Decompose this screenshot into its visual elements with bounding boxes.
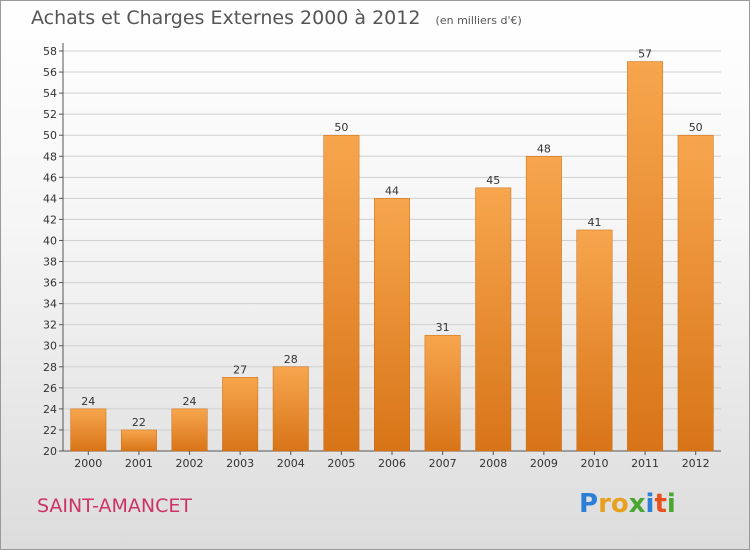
y-tick-label: 50	[43, 129, 57, 142]
x-tick-label-2001: 2001	[125, 457, 153, 470]
data-label-2005: 50	[334, 121, 348, 134]
logo-letter: r	[598, 489, 611, 519]
y-tick-label: 32	[43, 319, 57, 332]
x-tick-label-2000: 2000	[74, 457, 102, 470]
logo-letter: o	[610, 489, 629, 519]
x-tick-label-2011: 2011	[631, 457, 659, 470]
logo-letter: t	[654, 489, 667, 519]
y-tick-label: 30	[43, 340, 57, 353]
logo-letter: i	[666, 489, 676, 519]
x-tick-label-2008: 2008	[479, 457, 507, 470]
data-label-2001: 22	[132, 416, 146, 429]
y-tick-label: 48	[43, 150, 57, 163]
y-tick-label: 40	[43, 234, 57, 247]
bar-2003	[222, 377, 259, 452]
y-tick-label: 34	[43, 298, 57, 311]
y-tick-label: 38	[43, 256, 57, 269]
bar-layer: 24 22 24 27 28 50 44 31 45 48 41 57 50	[70, 48, 714, 452]
y-tick-label: 54	[43, 87, 57, 100]
bar-2005	[323, 134, 360, 452]
y-tick-label: 26	[43, 382, 57, 395]
bar-2007	[424, 334, 461, 452]
y-tick-label: 28	[43, 361, 57, 374]
y-tick-label: 44	[43, 192, 57, 205]
x-tick-label-2009: 2009	[530, 457, 558, 470]
bar-2002	[171, 408, 208, 452]
proxiti-logo: Proxiti	[579, 489, 676, 519]
logo-letter: i	[645, 489, 655, 519]
x-tick-label-2005: 2005	[327, 457, 355, 470]
x-tick-label-2010: 2010	[580, 457, 608, 470]
y-tick-label: 52	[43, 108, 57, 121]
data-label-2012: 50	[689, 121, 703, 134]
data-label-2006: 44	[385, 184, 399, 197]
data-label-2000: 24	[81, 395, 95, 408]
logo-letter: P	[579, 489, 599, 519]
y-tick-label: 36	[43, 277, 57, 290]
bar-2009	[525, 156, 562, 452]
y-tick-label: 20	[43, 445, 57, 458]
data-label-2007: 31	[436, 321, 450, 334]
commune-name: SAINT-AMANCET	[37, 495, 193, 517]
y-tick-label: 58	[43, 45, 57, 58]
data-label-2008: 45	[486, 174, 500, 187]
bar-2006	[374, 198, 410, 452]
data-label-2011: 57	[638, 48, 652, 61]
bar-2012	[677, 134, 714, 452]
data-label-2002: 24	[183, 395, 197, 408]
bar-2001	[120, 429, 157, 452]
y-tick-label: 56	[43, 66, 57, 79]
chart-subtitle: (en milliers d'€)	[435, 14, 522, 27]
y-tick-label: 42	[43, 213, 57, 226]
bar-2004	[272, 366, 309, 452]
y-tick-label: 22	[43, 424, 57, 437]
data-label-2010: 41	[587, 216, 601, 229]
x-tick-label-2012: 2012	[682, 457, 710, 470]
x-tick-label-2003: 2003	[226, 457, 254, 470]
y-tick-label: 24	[43, 403, 57, 416]
x-tick-label-2002: 2002	[176, 457, 204, 470]
x-tick-label-2004: 2004	[277, 457, 305, 470]
bar-2000	[70, 408, 107, 452]
bar-2011	[627, 61, 664, 452]
data-label-2004: 28	[284, 353, 298, 366]
x-tick-label-2006: 2006	[378, 457, 406, 470]
bar-2010	[576, 229, 613, 452]
y-tick-label: 46	[43, 171, 57, 184]
data-label-2003: 27	[233, 363, 247, 376]
x-tick-label-2007: 2007	[429, 457, 457, 470]
bar-2008	[475, 187, 512, 452]
logo-letter: x	[628, 489, 646, 519]
chart-title: Achats et Charges Externes 2000 à 2012	[31, 7, 421, 29]
data-label-2009: 48	[537, 142, 551, 155]
title-row: Achats et Charges Externes 2000 à 2012 (…	[31, 7, 522, 29]
